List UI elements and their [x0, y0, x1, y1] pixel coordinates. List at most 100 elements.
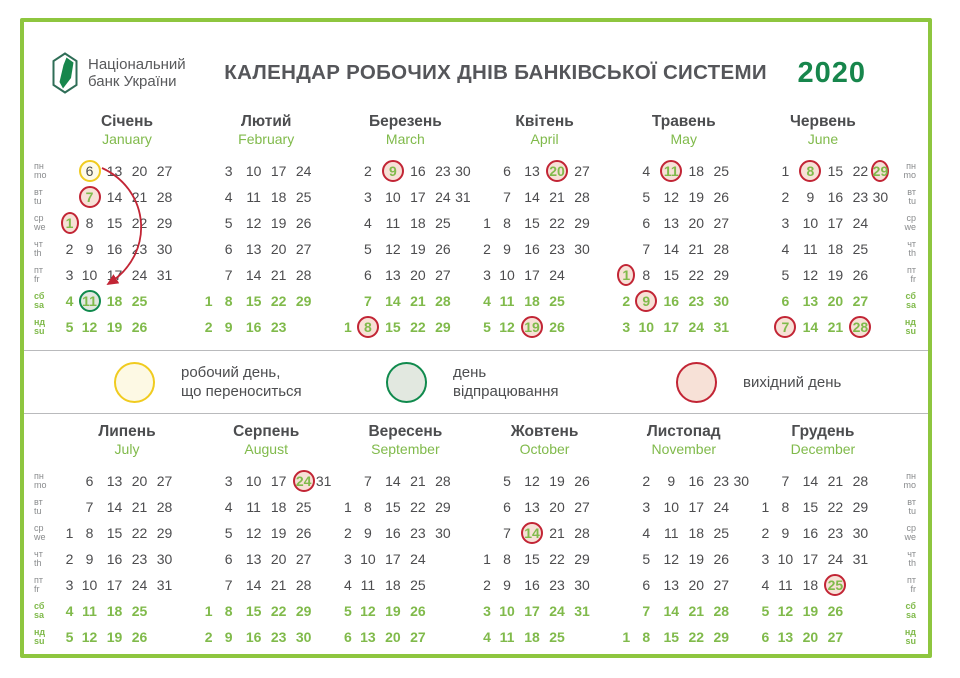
- day-number: 15: [663, 629, 680, 645]
- day-cell: 14: [798, 314, 823, 340]
- day-cell: 22: [405, 314, 430, 340]
- month-april: Квітень April 6 13 20 27 7 14 21 28 1 8 15 22 29 2 9 16 23…: [480, 112, 610, 340]
- day-cell: 21: [684, 598, 709, 624]
- day-number: 25: [852, 241, 869, 257]
- month-grid: 7 14 21 28 1 8 15 22 29 2 9 16 23 30 3 10 17 24 31 4 11 18 25 5…: [758, 468, 888, 650]
- day-number: 20: [410, 267, 426, 283]
- day-cell: [480, 494, 495, 520]
- day-cell: [619, 184, 634, 210]
- day-number: 9: [224, 319, 233, 335]
- day-cell: 10: [241, 158, 266, 184]
- day-number: 25: [131, 293, 148, 309]
- day-cell: [430, 572, 455, 598]
- day-number: 25: [549, 629, 565, 645]
- day-cell: [455, 598, 470, 624]
- weekday-label-th: чт th: [34, 238, 43, 258]
- day-number: 17: [663, 319, 680, 335]
- day-cell: [873, 520, 888, 546]
- day-cell: 4: [355, 210, 380, 236]
- day-cell: 6: [77, 468, 102, 494]
- day-number: 21: [549, 189, 565, 205]
- day-cell: [734, 598, 749, 624]
- weekday-label-we: ср we: [904, 522, 916, 542]
- day-cell: 13: [798, 288, 823, 314]
- day-cell: [316, 210, 331, 236]
- day-number-dayoff: 11: [660, 160, 683, 182]
- day-cell: 25: [405, 572, 430, 598]
- day-number: 29: [156, 215, 173, 231]
- day-cell: [455, 314, 470, 340]
- month-header: Серпень August: [201, 422, 331, 458]
- day-cell: 25: [291, 494, 316, 520]
- workoff-day-circle-icon: [386, 361, 427, 403]
- day-cell: [758, 210, 773, 236]
- day-cell: 5: [62, 314, 77, 340]
- day-cell: 5: [62, 624, 77, 650]
- month-header: Листопад November: [619, 422, 749, 458]
- day-number: 29: [295, 293, 312, 309]
- day-number: 26: [295, 525, 312, 541]
- day-cell: 19: [266, 210, 291, 236]
- day-cell: [570, 624, 595, 650]
- day-cell: 5: [340, 598, 355, 624]
- day-cell: 27: [291, 236, 316, 262]
- day-cell: [619, 158, 634, 184]
- day-number: 24: [852, 215, 869, 231]
- day-number: 5: [642, 189, 651, 205]
- day-cell: 23: [430, 158, 455, 184]
- day-number: 18: [270, 499, 287, 515]
- day-number: 26: [852, 267, 869, 283]
- legend-item-moved-workday: робочий день, що переноситься: [114, 351, 302, 413]
- day-cell: 4: [480, 624, 495, 650]
- day-number: 1: [483, 551, 491, 567]
- day-number: 31: [455, 189, 471, 205]
- legend-label-line: робочий день,: [181, 364, 281, 381]
- day-number: 20: [688, 577, 705, 593]
- day-cell: 14: [520, 520, 545, 546]
- day-number: 13: [245, 241, 262, 257]
- day-cell: 7: [355, 468, 380, 494]
- day-cell: 13: [102, 468, 127, 494]
- day-number: 25: [713, 163, 730, 179]
- day-number: 17: [524, 267, 540, 283]
- day-cell: 12: [241, 210, 266, 236]
- day-number: 12: [802, 267, 819, 283]
- day-number: 12: [245, 215, 262, 231]
- day-number: 28: [156, 189, 173, 205]
- day-number: 16: [245, 319, 262, 335]
- day-cell: [316, 314, 331, 340]
- day-cell: 6: [77, 158, 102, 184]
- day-cell: [177, 288, 192, 314]
- day-cell: [340, 288, 355, 314]
- day-cell: [873, 262, 888, 288]
- day-cell: 30: [430, 520, 455, 546]
- day-cell: 18: [405, 210, 430, 236]
- month-grid: 4 11 18 25 5 12 19 26 6 13 20 27 7 14 21 28 1 8 15 22 29 2 9 16…: [617, 158, 749, 340]
- day-cell: [201, 158, 216, 184]
- day-number: 6: [642, 215, 651, 231]
- day-cell: 25: [709, 158, 734, 184]
- day-number: 3: [363, 189, 372, 205]
- day-number: 5: [781, 267, 790, 283]
- day-cell: [595, 184, 610, 210]
- day-number: 24: [549, 603, 565, 619]
- day-number: 23: [131, 551, 148, 567]
- day-cell: 10: [659, 494, 684, 520]
- day-number: 2: [483, 241, 491, 257]
- day-number: 3: [642, 499, 651, 515]
- day-number: 30: [574, 241, 590, 257]
- day-cell: 9: [216, 314, 241, 340]
- day-number: 22: [549, 551, 565, 567]
- day-cell: 29: [152, 210, 177, 236]
- day-number: 30: [733, 473, 750, 489]
- day-cell: [152, 314, 177, 340]
- day-number: 16: [410, 163, 426, 179]
- day-number: 27: [295, 551, 312, 567]
- day-cell: 13: [773, 624, 798, 650]
- month-name-en: February: [238, 131, 295, 147]
- day-number: 2: [483, 577, 491, 593]
- day-cell: 18: [380, 572, 405, 598]
- day-cell: [177, 624, 192, 650]
- day-number: 6: [503, 163, 511, 179]
- day-number: 13: [663, 215, 680, 231]
